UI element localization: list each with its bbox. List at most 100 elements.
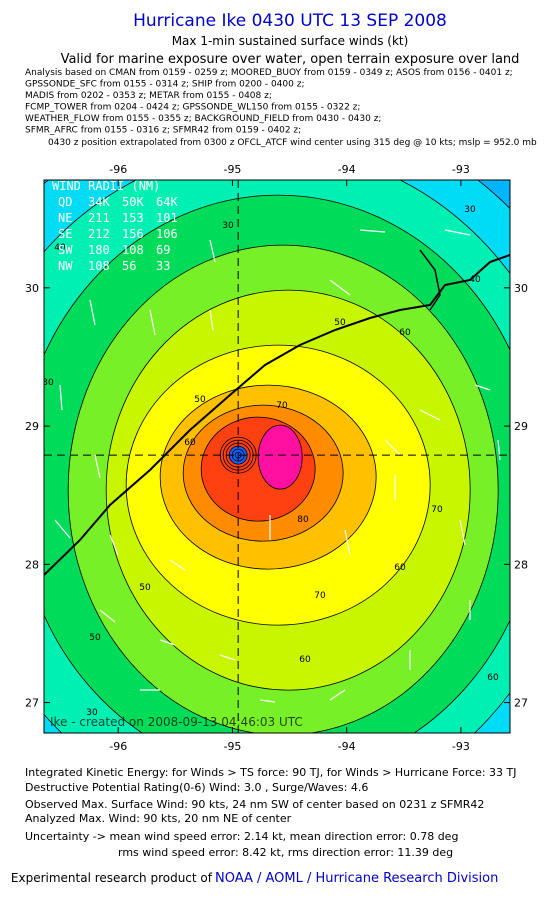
source-line: SFMR_AFRC from 0155 - 0316 z; SFMR42 fro… xyxy=(25,126,301,136)
watermark: Ike - created on 2008-09-13 04:46:03 UTC xyxy=(50,715,303,729)
wind-arrow xyxy=(59,384,63,411)
wind-arrow xyxy=(329,279,351,296)
map: 30 30 30 40 50 50 50 60 60 60 60 70 70 70 80 60 50 30 40 Ik… xyxy=(42,179,510,733)
contour-label: 30 xyxy=(86,708,98,718)
wind-arrow xyxy=(99,609,116,623)
coastline xyxy=(44,254,510,576)
contour-label: 50 xyxy=(334,318,346,328)
x-tick-label: -95 xyxy=(223,163,241,176)
map-frame xyxy=(43,179,511,734)
wind-arrow xyxy=(169,559,186,571)
wind-radii-cell: SE xyxy=(58,227,72,241)
y-tick-label: 29 xyxy=(514,420,528,433)
contour-label: 60 xyxy=(399,328,411,338)
wind-arrow xyxy=(149,309,156,336)
contour-label: 40 xyxy=(469,275,481,285)
wind-radii-title: WIND RADII (NM) xyxy=(52,179,160,193)
footer-line: Destructive Potential Rating(0-6) Wind: … xyxy=(25,781,368,794)
wind-radii-cell: NE xyxy=(58,211,72,225)
wind-radii-cell: 56 xyxy=(122,259,136,273)
contour-label: 80 xyxy=(297,515,309,525)
valid-note: Valid for marine exposure over water, op… xyxy=(61,52,520,67)
x-tick-label: -96 xyxy=(109,163,127,176)
y-tick-label: 30 xyxy=(514,282,528,295)
wind-radii-header: 50K xyxy=(122,195,144,209)
wind-radii-cell: 153 xyxy=(122,211,144,225)
wind-arrow xyxy=(159,639,176,646)
contour-label: 50 xyxy=(194,395,206,405)
contour-label: 70 xyxy=(431,505,443,515)
footer-line: Analyzed Max. Wind: 90 kts, 20 nm NE of … xyxy=(25,812,292,825)
footer-line: Uncertainty -> mean wind speed error: 2.… xyxy=(25,830,458,843)
wind-radii-cell: NW xyxy=(58,259,73,273)
x-tick-label: -93 xyxy=(452,163,470,176)
wind-arrow xyxy=(259,699,276,703)
source-line: Analysis based on CMAN from 0159 - 0259 … xyxy=(25,68,513,78)
x-tick-label: -96 xyxy=(109,740,127,753)
credit-link[interactable]: NOAA / AOML / Hurricane Research Divisio… xyxy=(215,871,498,886)
wind-arrow xyxy=(359,229,386,233)
wind-arrow xyxy=(444,229,471,236)
wind-radii-header: 34K xyxy=(88,195,110,209)
wind-arrow xyxy=(497,439,501,461)
wind-radii-cell: SW xyxy=(58,243,73,257)
y-tick-label: 27 xyxy=(25,697,39,710)
contour-label: 60 xyxy=(184,438,196,448)
subtitle: Max 1-min sustained surface winds (kt) xyxy=(172,34,409,48)
wind-arrow xyxy=(459,519,466,546)
wind-radii-cell: 156 xyxy=(122,227,144,241)
contour-label: 30 xyxy=(42,378,54,388)
wind-arrow xyxy=(109,534,119,556)
max-wind-core xyxy=(257,424,303,490)
wind-arrow xyxy=(329,689,346,701)
contour-label: 60 xyxy=(487,673,499,683)
wind-radii-cell: 101 xyxy=(156,211,178,225)
contour-label: 60 xyxy=(299,655,311,665)
x-tick-label: -94 xyxy=(338,163,356,176)
footer-line: rms wind speed error: 8.42 kt, rms direc… xyxy=(118,846,453,859)
y-tick-label: 30 xyxy=(25,282,39,295)
source-line: MADIS from 0202 - 0353 z; METAR from 015… xyxy=(25,91,272,101)
wind-radii-header: 64K xyxy=(156,195,178,209)
source-line: FCMP_TOWER from 0204 - 0424 z; GPSSONDE_… xyxy=(25,103,360,113)
wind-radii-cell: 69 xyxy=(156,243,170,257)
wind-arrow xyxy=(474,384,491,391)
wind-radii-cell: 106 xyxy=(156,227,178,241)
title: Hurricane Ike 0430 UTC 13 SEP 2008 xyxy=(133,11,447,31)
x-tick-label: -95 xyxy=(223,740,241,753)
wind-arrow xyxy=(89,299,96,326)
contour-label: 70 xyxy=(276,401,288,411)
wind-radii-cell: 180 xyxy=(88,243,110,257)
position-note: 0430 z position extrapolated from 0300 z… xyxy=(48,138,537,148)
wind-arrow xyxy=(209,309,214,331)
y-tick-label: 28 xyxy=(25,558,39,571)
wind-radii-cell: 211 xyxy=(88,211,110,225)
contour-label: 60 xyxy=(394,563,406,573)
contour-label: 40 xyxy=(54,243,66,253)
wind-arrow xyxy=(209,239,216,263)
x-tick-label: -93 xyxy=(452,740,470,753)
wind-arrow xyxy=(94,454,101,479)
y-tick-label: 28 xyxy=(514,558,528,571)
coastline xyxy=(419,249,441,311)
contour-label: 50 xyxy=(139,583,151,593)
footer-line: Integrated Kinetic Energy: for Winds > T… xyxy=(25,766,517,779)
contour-label: 70 xyxy=(314,591,326,601)
wind-radii-header: QD xyxy=(58,195,72,209)
footer-line: Observed Max. Surface Wind: 90 kts, 24 n… xyxy=(25,798,484,811)
wind-arrow xyxy=(419,409,441,421)
y-tick-label: 29 xyxy=(25,420,39,433)
wind-arrow xyxy=(54,519,71,539)
wind-arrow xyxy=(344,529,351,556)
source-line: GPSSONDE_SFC from 0155 - 0314 z; SHIP fr… xyxy=(25,80,304,90)
contour-label: 50 xyxy=(89,633,101,643)
wind-arrow xyxy=(219,654,236,661)
contour-label: 30 xyxy=(464,205,476,215)
source-line: WEATHER_FLOW from 0155 - 0355 z; BACKGRO… xyxy=(25,114,381,124)
wind-radii-cell: 108 xyxy=(88,259,110,273)
x-tick-label: -94 xyxy=(338,740,356,753)
y-tick-label: 27 xyxy=(514,697,528,710)
